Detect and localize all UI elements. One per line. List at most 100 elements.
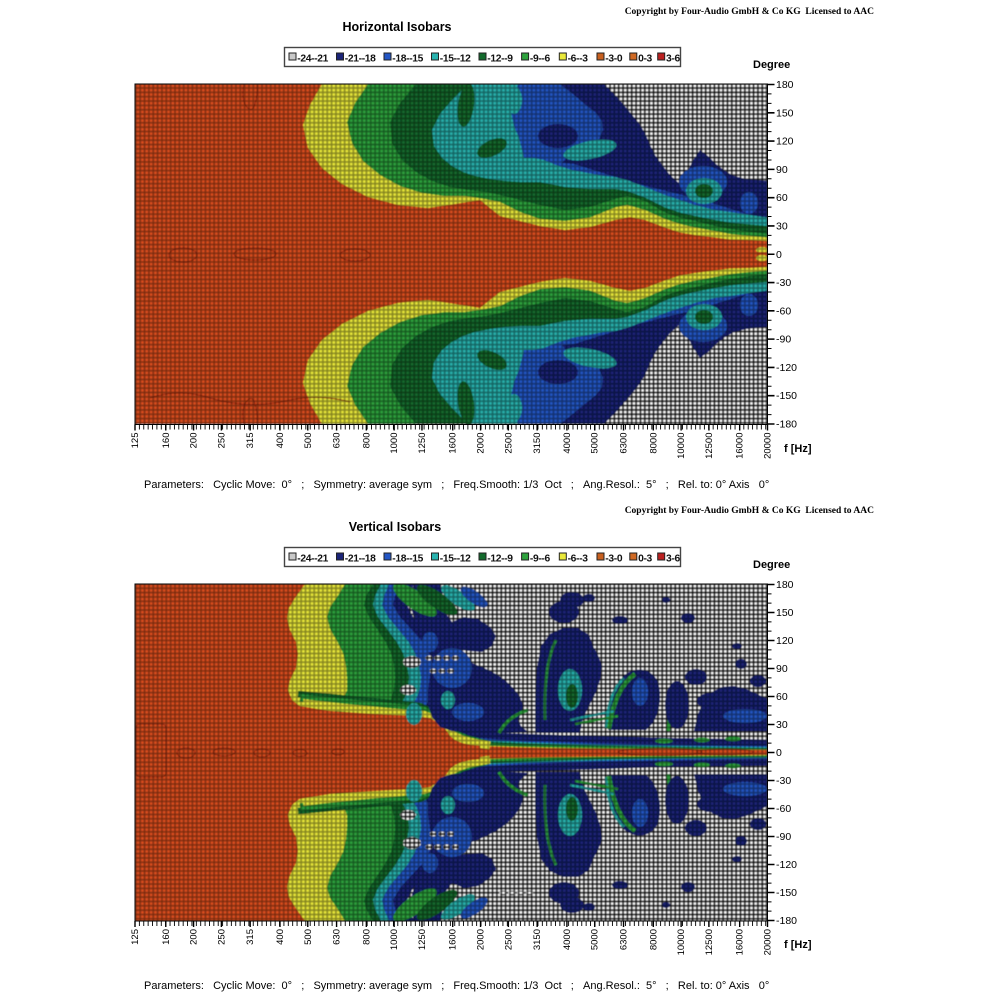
svg-text:-21--18: -21--18 bbox=[345, 53, 376, 64]
svg-text:-90: -90 bbox=[776, 831, 791, 843]
svg-text:f [Hz]: f [Hz] bbox=[784, 443, 812, 455]
svg-text:16000: 16000 bbox=[735, 433, 746, 459]
svg-text:8000: 8000 bbox=[648, 929, 659, 950]
svg-text:-180: -180 bbox=[776, 915, 797, 927]
svg-text:200: 200 bbox=[189, 929, 200, 945]
svg-text:160: 160 bbox=[161, 929, 172, 945]
svg-text:60: 60 bbox=[776, 691, 788, 703]
svg-text:-24--21: -24--21 bbox=[297, 53, 328, 64]
svg-text:Copyright by Four-Audio GmbH &: Copyright by Four-Audio GmbH & Co KG Lic… bbox=[625, 506, 874, 516]
svg-text:4000: 4000 bbox=[562, 929, 573, 950]
svg-text:160: 160 bbox=[161, 433, 172, 449]
svg-text:150: 150 bbox=[776, 107, 794, 119]
svg-text:8000: 8000 bbox=[648, 433, 659, 454]
svg-text:400: 400 bbox=[275, 929, 286, 945]
svg-text:-24--21: -24--21 bbox=[297, 553, 328, 564]
svg-text:2500: 2500 bbox=[503, 433, 514, 454]
svg-text:10000: 10000 bbox=[676, 433, 687, 459]
svg-text:120: 120 bbox=[776, 136, 794, 148]
svg-text:-3-0: -3-0 bbox=[605, 553, 623, 564]
svg-text:180: 180 bbox=[776, 579, 794, 591]
svg-text:30: 30 bbox=[776, 221, 788, 233]
svg-text:0-3: 0-3 bbox=[638, 53, 652, 64]
svg-text:125: 125 bbox=[130, 929, 141, 945]
svg-text:Copyright by Four-Audio GmbH &: Copyright by Four-Audio GmbH & Co KG Lic… bbox=[625, 7, 874, 17]
svg-text:-12--9: -12--9 bbox=[487, 53, 513, 64]
svg-text:200: 200 bbox=[189, 433, 200, 449]
svg-text:630: 630 bbox=[332, 433, 343, 449]
svg-text:315: 315 bbox=[245, 433, 256, 449]
svg-text:-18--15: -18--15 bbox=[392, 53, 423, 64]
svg-text:12500: 12500 bbox=[704, 433, 715, 459]
svg-text:90: 90 bbox=[776, 663, 788, 675]
svg-text:-6--3: -6--3 bbox=[568, 53, 589, 64]
svg-text:1000: 1000 bbox=[389, 929, 400, 950]
svg-text:630: 630 bbox=[332, 929, 343, 945]
svg-text:180: 180 bbox=[776, 79, 794, 91]
svg-text:-150: -150 bbox=[776, 887, 797, 899]
svg-text:3-6: 3-6 bbox=[666, 53, 680, 64]
svg-text:1600: 1600 bbox=[448, 929, 459, 950]
svg-text:-120: -120 bbox=[776, 362, 797, 374]
svg-text:Parameters: Cyclic Move: 0°: Parameters: Cyclic Move: 0° ; Symmetry: … bbox=[144, 479, 769, 491]
svg-text:-15--12: -15--12 bbox=[440, 53, 471, 64]
svg-text:30: 30 bbox=[776, 719, 788, 731]
svg-text:-150: -150 bbox=[776, 390, 797, 402]
svg-text:1250: 1250 bbox=[417, 929, 428, 950]
svg-text:2000: 2000 bbox=[476, 433, 487, 454]
svg-text:-180: -180 bbox=[776, 419, 797, 431]
svg-text:10000: 10000 bbox=[676, 929, 687, 955]
svg-text:-60: -60 bbox=[776, 803, 791, 815]
svg-text:800: 800 bbox=[361, 929, 372, 945]
svg-text:20000: 20000 bbox=[763, 929, 774, 955]
svg-text:250: 250 bbox=[216, 433, 227, 449]
svg-text:-18--15: -18--15 bbox=[392, 553, 423, 564]
svg-text:12500: 12500 bbox=[704, 929, 715, 955]
svg-text:20000: 20000 bbox=[763, 433, 774, 459]
svg-text:-9--6: -9--6 bbox=[530, 53, 551, 64]
svg-text:0: 0 bbox=[776, 747, 782, 759]
svg-text:800: 800 bbox=[361, 433, 372, 449]
svg-text:Degree: Degree bbox=[753, 559, 790, 571]
svg-text:-15--12: -15--12 bbox=[440, 553, 471, 564]
svg-text:2000: 2000 bbox=[476, 929, 487, 950]
svg-text:3150: 3150 bbox=[532, 929, 543, 950]
svg-text:3150: 3150 bbox=[532, 433, 543, 454]
svg-text:Parameters: Cyclic Move: 0°: Parameters: Cyclic Move: 0° ; Symmetry: … bbox=[144, 980, 769, 992]
svg-text:1250: 1250 bbox=[417, 433, 428, 454]
svg-text:90: 90 bbox=[776, 164, 788, 176]
svg-text:-60: -60 bbox=[776, 305, 791, 317]
svg-text:5000: 5000 bbox=[590, 929, 601, 950]
svg-text:-21--18: -21--18 bbox=[345, 553, 376, 564]
svg-text:-6--3: -6--3 bbox=[568, 553, 589, 564]
svg-text:3-6: 3-6 bbox=[666, 553, 680, 564]
svg-text:125: 125 bbox=[130, 433, 141, 449]
svg-text:120: 120 bbox=[776, 635, 794, 647]
svg-text:150: 150 bbox=[776, 607, 794, 619]
svg-text:Horizontal Isobars: Horizontal Isobars bbox=[342, 20, 451, 34]
svg-text:Degree: Degree bbox=[753, 59, 790, 71]
svg-text:-12--9: -12--9 bbox=[487, 553, 513, 564]
svg-text:-30: -30 bbox=[776, 277, 791, 289]
svg-text:5000: 5000 bbox=[590, 433, 601, 454]
svg-text:-90: -90 bbox=[776, 334, 791, 346]
svg-text:-30: -30 bbox=[776, 775, 791, 787]
svg-text:400: 400 bbox=[275, 433, 286, 449]
svg-text:Vertical Isobars: Vertical Isobars bbox=[349, 520, 441, 534]
svg-text:0: 0 bbox=[776, 249, 782, 261]
svg-text:4000: 4000 bbox=[562, 433, 573, 454]
svg-text:6300: 6300 bbox=[619, 929, 630, 950]
svg-text:250: 250 bbox=[216, 929, 227, 945]
svg-text:-120: -120 bbox=[776, 859, 797, 871]
svg-text:2500: 2500 bbox=[503, 929, 514, 950]
svg-text:-9--6: -9--6 bbox=[530, 553, 551, 564]
svg-text:1600: 1600 bbox=[448, 433, 459, 454]
svg-text:1000: 1000 bbox=[389, 433, 400, 454]
svg-text:-3-0: -3-0 bbox=[605, 53, 623, 64]
svg-text:500: 500 bbox=[303, 929, 314, 945]
svg-text:16000: 16000 bbox=[735, 929, 746, 955]
svg-text:500: 500 bbox=[303, 433, 314, 449]
svg-text:0-3: 0-3 bbox=[638, 553, 652, 564]
svg-text:315: 315 bbox=[245, 929, 256, 945]
svg-text:6300: 6300 bbox=[619, 433, 630, 454]
